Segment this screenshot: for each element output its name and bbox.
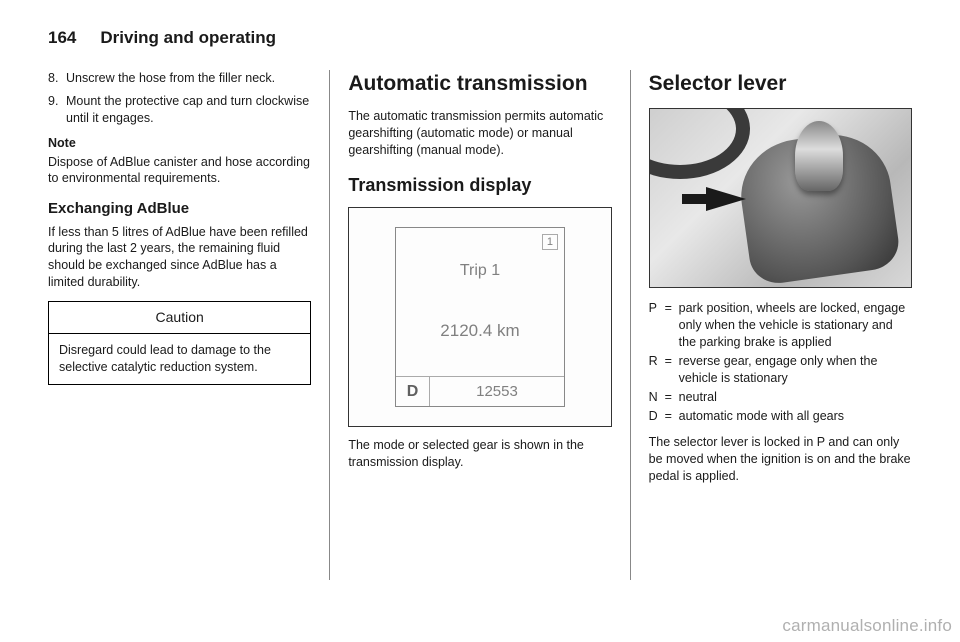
heading-automatic-transmission: Automatic transmission [348, 70, 611, 98]
def-key: P [649, 300, 665, 351]
column-2: Automatic transmission The automatic tra… [329, 70, 629, 580]
step-number: 9. [48, 93, 66, 127]
selector-lever-figure [649, 108, 912, 288]
note-heading: Note [48, 135, 311, 152]
column-1: 8. Unscrew the hose from the filler neck… [48, 70, 329, 580]
display-bottom-row: D 12553 [396, 376, 564, 406]
chapter-title: Driving and operating [100, 28, 276, 48]
auto-trans-intro: The automatic transmission permits autom… [348, 108, 611, 159]
def-key: D [649, 408, 665, 425]
transmission-display-figure: 1 Trip 1 2120.4 km D 12553 [348, 207, 611, 427]
caution-body: Disregard could lead to damage to the se… [49, 334, 310, 384]
definition-row: D = automatic mode with all gears [649, 408, 912, 425]
lever-knob-shape [795, 121, 843, 191]
heading-selector-lever: Selector lever [649, 70, 912, 98]
def-value: reverse gear, engage only when the vehic… [679, 353, 912, 387]
def-equals: = [665, 389, 679, 406]
display-odometer: 12553 [430, 377, 564, 406]
page-number: 164 [48, 28, 76, 48]
def-equals: = [665, 300, 679, 351]
exchanging-body: If less than 5 litres of AdBlue have bee… [48, 224, 311, 292]
display-page-indicator: 1 [542, 234, 558, 250]
step-text: Mount the protective cap and turn clockw… [66, 93, 311, 127]
display-screen: 1 Trip 1 2120.4 km D 12553 [395, 227, 565, 407]
display-trip-km: 2120.4 km [396, 320, 564, 343]
definition-row: R = reverse gear, engage only when the v… [649, 353, 912, 387]
step-text: Unscrew the hose from the filler neck. [66, 70, 275, 87]
watermark-footer: carmanualsonline.info [782, 616, 952, 636]
note-body: Dispose of AdBlue canister and hose acco… [48, 154, 311, 188]
def-key: N [649, 389, 665, 406]
list-item: 9. Mount the protective cap and turn clo… [48, 93, 311, 127]
transmission-display-caption: The mode or selected gear is shown in th… [348, 437, 611, 471]
arrow-icon [706, 187, 746, 211]
definition-row: P = park position, wheels are locked, en… [649, 300, 912, 351]
list-item: 8. Unscrew the hose from the filler neck… [48, 70, 311, 87]
page-content: 164 Driving and operating 8. Unscrew the… [0, 0, 960, 580]
display-gear: D [396, 377, 430, 406]
heading-transmission-display: Transmission display [348, 173, 611, 197]
def-value: neutral [679, 389, 912, 406]
def-equals: = [665, 353, 679, 387]
def-value: automatic mode with all gears [679, 408, 912, 425]
caution-heading: Caution [49, 302, 310, 334]
column-3: Selector lever P = park position, wheels… [630, 70, 912, 580]
def-value: park position, wheels are locked, engage… [679, 300, 912, 351]
def-equals: = [665, 408, 679, 425]
page-header: 164 Driving and operating [48, 28, 912, 48]
subheading-exchanging: Exchanging AdBlue [48, 199, 311, 219]
steering-wheel-icon [649, 108, 750, 179]
definition-row: N = neutral [649, 389, 912, 406]
display-trip-label: Trip 1 [396, 260, 564, 282]
content-columns: 8. Unscrew the hose from the filler neck… [48, 70, 912, 580]
def-key: R [649, 353, 665, 387]
step-number: 8. [48, 70, 66, 87]
caution-box: Caution Disregard could lead to damage t… [48, 301, 311, 385]
selector-lever-outro: The selector lever is locked in P and ca… [649, 434, 912, 485]
